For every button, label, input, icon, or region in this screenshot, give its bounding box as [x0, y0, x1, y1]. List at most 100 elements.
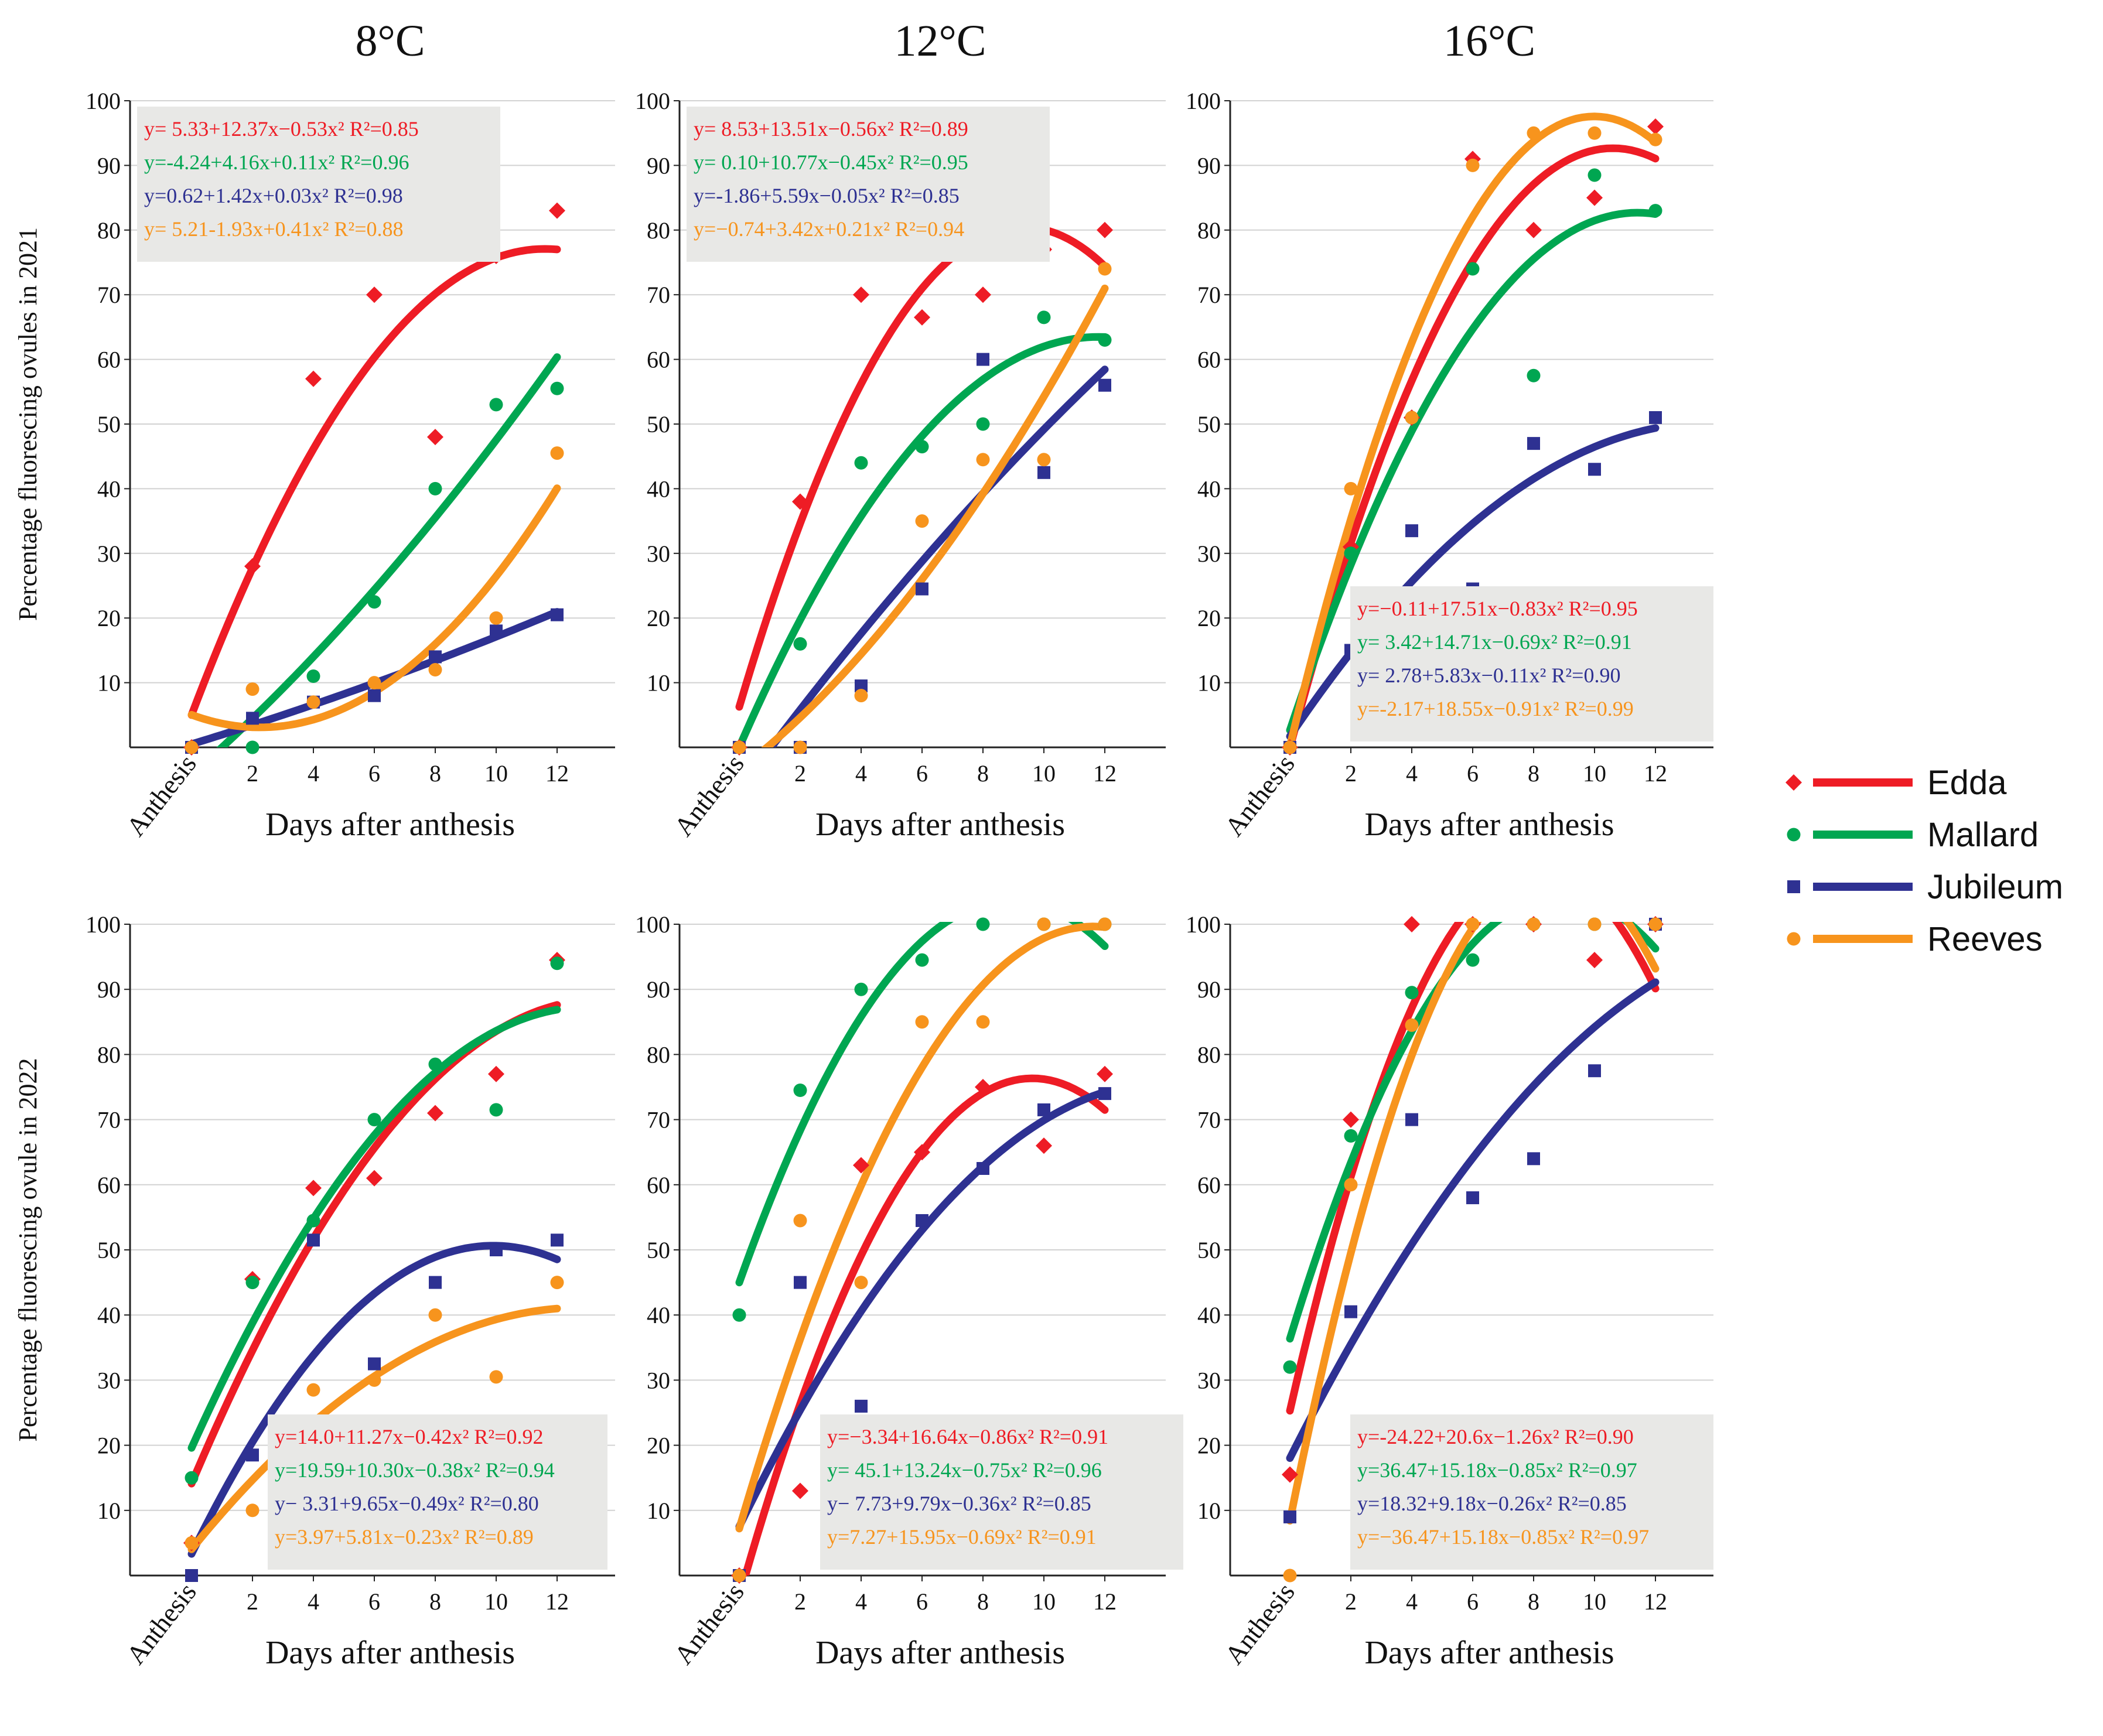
- equation-reeves: y=-2.17+18.55x−0.91x² R²=0.99: [1357, 697, 1634, 720]
- legend-label-edda: Edda: [1927, 764, 2007, 802]
- panel-1-3: 10 20 30 40 50 60 70 80 90 100 Anthesis 2 4 6 8 10 12 Day…: [1186, 88, 1713, 843]
- y-tick-label: 80: [1197, 1041, 1221, 1068]
- point-mallard: [367, 1113, 381, 1127]
- y-tick-label: 70: [97, 282, 121, 308]
- y-tick-label: 90: [97, 976, 121, 1003]
- point-mallard: [793, 637, 807, 651]
- x-tick-label: 6: [916, 1588, 928, 1615]
- point-jubileum: [1037, 466, 1050, 479]
- equation-mallard: y=19.59+10.30x−0.38x² R²=0.94: [275, 1458, 555, 1482]
- fit-curve-reeves: [1286, 112, 1660, 747]
- point-reeves: [1283, 1568, 1297, 1583]
- point-reeves: [1648, 917, 1662, 931]
- point-reeves: [976, 453, 990, 467]
- point-mallard: [1037, 310, 1051, 324]
- point-edda: [366, 1170, 383, 1187]
- y-tick-label: 60: [97, 347, 121, 373]
- x-tick-label: 2: [247, 1588, 258, 1615]
- legend: Edda Mallard Jubileum Reeves: [1785, 764, 2063, 958]
- point-edda: [1097, 1065, 1113, 1082]
- point-edda: [1282, 1466, 1298, 1483]
- y-tick-label: 80: [647, 1041, 670, 1068]
- point-reeves: [1037, 917, 1051, 931]
- equation-reeves: y= 5.21-1.93x+0.41x² R²=0.88: [144, 217, 404, 241]
- y-tick-label: 10: [1197, 670, 1221, 696]
- point-reeves: [854, 689, 868, 703]
- equation-jubileum: y− 7.73+9.79x−0.36x² R²=0.85: [827, 1492, 1091, 1515]
- point-mallard: [428, 1057, 442, 1071]
- point-mallard: [1283, 1360, 1297, 1374]
- y-tick-label: 30: [1197, 541, 1221, 567]
- x-tick-label: 8: [429, 1588, 441, 1615]
- point-jubileum: [1649, 411, 1662, 424]
- y-tick-label: 10: [97, 670, 121, 696]
- x-tick-label: 6: [368, 760, 380, 787]
- point-reeves: [1405, 411, 1419, 425]
- point-jubileum: [1098, 1087, 1111, 1101]
- point-reeves: [489, 1370, 503, 1384]
- x-tick-label: 8: [1528, 760, 1539, 787]
- point-edda: [853, 286, 869, 303]
- fit-curves: [735, 223, 1109, 747]
- x-tick-label: 10: [1032, 760, 1056, 787]
- point-jubileum: [794, 1276, 807, 1289]
- point-reeves: [1098, 917, 1112, 931]
- legend-marker-edda: [1785, 774, 1802, 791]
- y-tick-label: 30: [97, 541, 121, 567]
- point-reeves: [550, 446, 564, 460]
- y-tick-label: 80: [647, 217, 670, 244]
- panel-2-3: 10 20 30 40 50 60 70 80 90 100 Anthesis 2 4 6 8 10 12 Day…: [1186, 911, 1713, 1671]
- point-edda: [975, 1079, 991, 1095]
- point-jubileum: [1283, 1510, 1296, 1523]
- point-jubileum: [368, 689, 381, 702]
- equation-jubileum: y=-1.86+5.59x−0.05x² R²=0.85: [694, 184, 960, 207]
- fit-curve-mallard: [1286, 922, 1660, 1343]
- y-tick-label: 90: [97, 152, 121, 179]
- x-tick-label: 6: [1467, 760, 1479, 787]
- y-tick-label: 70: [97, 1107, 121, 1133]
- legend-label-reeves: Reeves: [1927, 920, 2043, 958]
- panel-1-2: 10 20 30 40 50 60 70 80 90 100 Anthesis 2 4 6 8 10 12 Day…: [635, 88, 1166, 843]
- x-tick-label: 10: [484, 760, 508, 787]
- x-tick-label: 2: [794, 760, 806, 787]
- x-axis-label: Days after anthesis: [1364, 807, 1614, 843]
- y-tick-label: 10: [97, 1498, 121, 1524]
- equation-jubileum: y= 2.78+5.83x−0.11x² R²=0.90: [1357, 664, 1620, 687]
- point-reeves: [1648, 132, 1662, 146]
- point-reeves: [367, 676, 381, 690]
- x-tick-label: 6: [916, 760, 928, 787]
- y-tick-label: 100: [635, 911, 670, 938]
- y-tick-label: 70: [647, 282, 670, 308]
- point-mallard: [428, 481, 442, 495]
- x-tick-label: 4: [855, 760, 867, 787]
- y-tick-label: 20: [97, 1433, 121, 1459]
- column-title: 12°C: [894, 16, 986, 66]
- point-mallard: [1588, 168, 1602, 182]
- point-jubileum: [490, 1243, 503, 1256]
- y-tick-label: 50: [97, 1237, 121, 1263]
- point-mallard: [489, 398, 503, 412]
- equation-reeves: y=−36.47+15.18x−0.85x² R²=0.97: [1357, 1525, 1649, 1549]
- fit-curve-edda: [187, 245, 561, 719]
- y-tick-label: 90: [1197, 152, 1221, 179]
- point-reeves: [793, 1214, 807, 1228]
- y-tick-label: 20: [647, 605, 670, 631]
- point-mallard: [1527, 368, 1541, 382]
- y-tick-label: 30: [647, 1367, 670, 1393]
- x-axis-label: Days after anthesis: [815, 807, 1065, 843]
- point-reeves: [1527, 917, 1541, 931]
- point-jubileum: [551, 1233, 564, 1247]
- point-mallard: [1344, 546, 1358, 561]
- point-jubileum: [1527, 1152, 1540, 1166]
- y-tick-label: 90: [1197, 976, 1221, 1003]
- fit-curve-mallard: [1286, 209, 1660, 734]
- y-tick-label: 40: [647, 476, 670, 502]
- point-reeves: [793, 740, 807, 754]
- x-tick-label: 12: [1093, 760, 1117, 787]
- y-tick-label: 40: [1197, 476, 1221, 502]
- y-tick-label: 100: [1186, 911, 1221, 938]
- x-tick-label: 2: [1345, 1588, 1357, 1615]
- point-reeves: [489, 611, 503, 625]
- point-mallard: [185, 1471, 199, 1485]
- y-tick-label: 90: [647, 976, 670, 1003]
